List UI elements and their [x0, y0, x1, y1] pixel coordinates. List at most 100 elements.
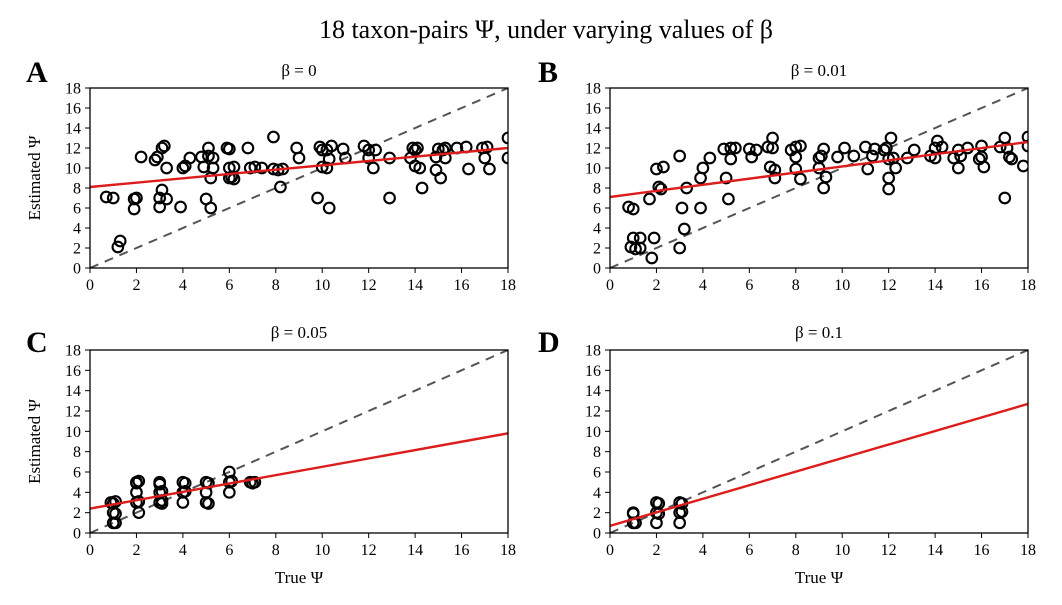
- x-tick-label: 16: [974, 277, 990, 294]
- x-tick-label: 12: [361, 542, 377, 559]
- scatter-point: [694, 171, 707, 185]
- scatter-point: [362, 143, 376, 157]
- y-tick-label: 14: [585, 383, 601, 400]
- x-tick-label: 8: [792, 277, 800, 294]
- y-tick-label: 0: [73, 261, 81, 278]
- scatter-point: [134, 150, 148, 164]
- scatter-point: [204, 201, 218, 215]
- scatter-point: [882, 171, 896, 185]
- x-tick-label: 14: [407, 277, 423, 294]
- scatter-point: [819, 170, 833, 184]
- scatter-point: [789, 162, 803, 176]
- x-tick-label: 18: [1020, 277, 1036, 294]
- scatter-point: [951, 161, 965, 175]
- scatter-point: [311, 191, 324, 205]
- x-tick-label: 18: [500, 277, 516, 294]
- scatter-point: [643, 192, 656, 206]
- scatter-point: [884, 131, 898, 145]
- scatter-point: [132, 506, 146, 520]
- scatter-point: [998, 191, 1012, 205]
- y-tick-label: 16: [65, 363, 81, 380]
- scatter-point: [130, 191, 143, 205]
- fit-line: [90, 146, 508, 189]
- y-tick-label: 2: [73, 505, 81, 522]
- scatter-point: [626, 202, 640, 216]
- y-tick-label: 10: [65, 161, 81, 178]
- y-tick-label: 2: [593, 241, 601, 258]
- y-tick-label: 18: [65, 343, 81, 360]
- x-tick-label: 10: [314, 542, 330, 559]
- y-tick-label: 2: [73, 241, 81, 258]
- x-tick-label: 16: [454, 542, 470, 559]
- scatter-point: [673, 241, 687, 255]
- scatter-point: [160, 161, 173, 175]
- y-tick-label: 6: [73, 465, 81, 482]
- y-tick-label: 8: [593, 181, 601, 198]
- scatter-point: [325, 139, 338, 153]
- scatter-point: [109, 495, 122, 508]
- plot-frame: [89, 87, 509, 269]
- x-tick-label: 2: [652, 542, 660, 559]
- scatter-point: [889, 161, 902, 175]
- x-tick-label: 12: [881, 277, 897, 294]
- scatter-point: [202, 497, 215, 510]
- panel-letter: A: [26, 56, 48, 89]
- identity-line: [610, 88, 1028, 268]
- scatter-point: [111, 240, 125, 254]
- scatter-point: [647, 231, 661, 245]
- y-tick-label: 16: [65, 101, 81, 118]
- scatter-point: [928, 151, 942, 165]
- plot-frame: [609, 349, 1029, 534]
- scatter-point: [383, 191, 396, 205]
- y-tick-label: 8: [73, 181, 81, 198]
- y-tick-label: 8: [73, 444, 81, 461]
- scatter-point: [696, 161, 710, 175]
- x-tick-label: 8: [272, 277, 280, 294]
- scatter-point: [267, 130, 280, 144]
- scatter-point: [130, 476, 143, 490]
- x-tick-label: 2: [132, 277, 140, 294]
- x-tick-label: 10: [314, 277, 330, 294]
- y-tick-label: 16: [585, 101, 601, 118]
- scatter-point: [176, 161, 190, 175]
- scatter-point: [729, 141, 742, 155]
- scatter-point: [483, 162, 496, 176]
- y-tick-label: 14: [65, 383, 81, 400]
- y-tick-label: 4: [73, 485, 81, 502]
- scatter-point: [480, 140, 494, 154]
- scatter-point: [766, 141, 779, 155]
- y-tick-label: 4: [73, 221, 81, 238]
- panel-letter: B: [538, 56, 558, 89]
- scatter-point: [109, 516, 122, 530]
- scatter-point: [99, 190, 113, 204]
- y-tick-label: 14: [585, 121, 601, 138]
- y-tick-label: 10: [585, 424, 601, 441]
- scatter-point: [724, 152, 738, 166]
- panel-title: β = 0.01: [791, 61, 848, 80]
- scatter-point: [717, 142, 731, 156]
- x-tick-label: 0: [86, 542, 94, 559]
- scatter-point: [155, 497, 169, 510]
- scatter-point: [157, 139, 171, 153]
- scatter-point: [794, 139, 807, 153]
- y-tick-label: 6: [73, 201, 81, 218]
- scatter-point: [434, 171, 448, 185]
- x-tick-label: 4: [699, 277, 707, 294]
- identity-line: [90, 88, 508, 268]
- y-tick-label: 8: [593, 444, 601, 461]
- scatter-point: [248, 475, 262, 489]
- panel-title: β = 0.1: [795, 323, 843, 342]
- scatter-point: [675, 201, 689, 215]
- scatter-point: [652, 180, 666, 194]
- scatter-point: [907, 143, 921, 157]
- x-tick-label: 14: [407, 542, 423, 559]
- x-axis-label: True Ψ: [275, 568, 324, 587]
- x-tick-label: 4: [699, 542, 707, 559]
- scatter-point: [657, 160, 670, 174]
- scatter-point: [768, 171, 782, 185]
- panel-letter: C: [26, 326, 48, 359]
- x-tick-label: 0: [606, 542, 614, 559]
- scatter-point: [817, 181, 830, 195]
- identity-line: [610, 350, 1028, 533]
